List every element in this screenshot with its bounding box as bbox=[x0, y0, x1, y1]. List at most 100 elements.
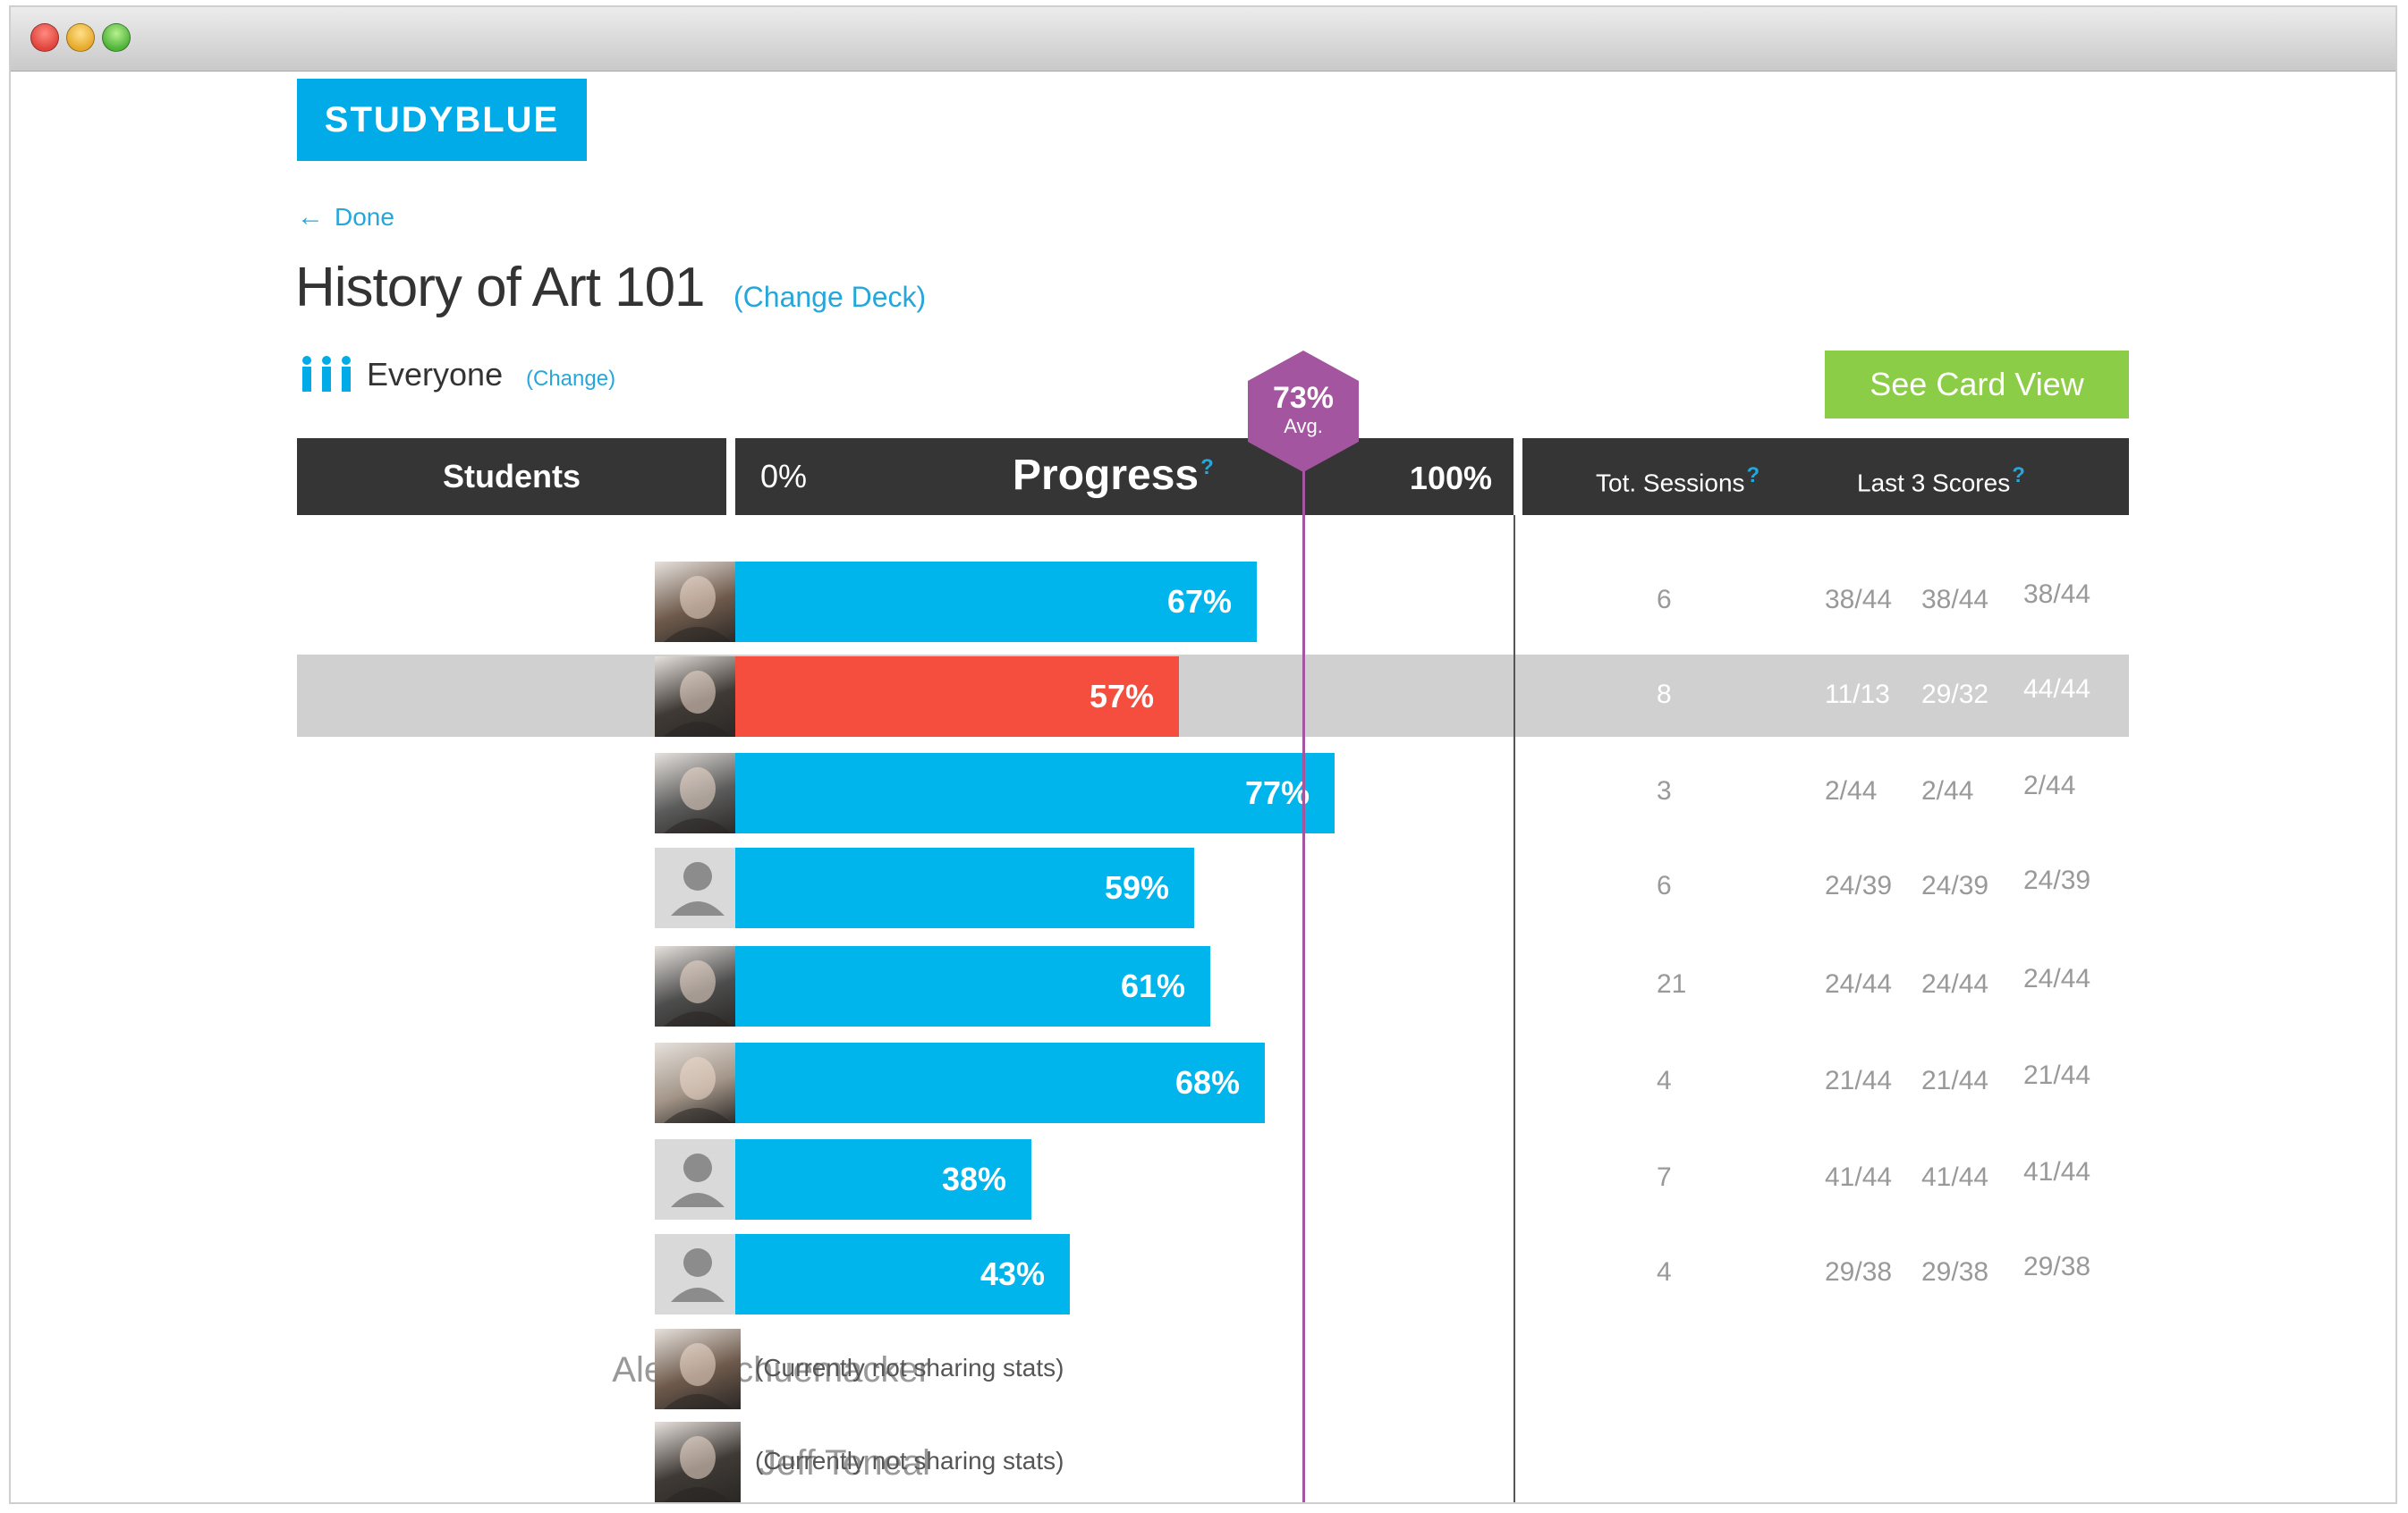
score-value: 11/13 bbox=[1825, 680, 1890, 709]
progress-bar[interactable]: 57% bbox=[735, 656, 1179, 737]
progress-help-icon[interactable]: ? bbox=[1200, 455, 1214, 479]
maximize-window-button[interactable] bbox=[102, 23, 131, 52]
done-link[interactable]: ← Done bbox=[297, 202, 394, 232]
total-sessions: 3 bbox=[1657, 776, 1672, 806]
total-sessions: 6 bbox=[1657, 585, 1672, 614]
deck-title: History of Art 101 bbox=[295, 257, 706, 318]
sessions-header-label: Tot. Sessions? bbox=[1596, 463, 1759, 497]
score-value: 2/44 bbox=[1921, 776, 1974, 806]
window-titlebar bbox=[11, 7, 2395, 72]
sessions-help-icon[interactable]: ? bbox=[1746, 463, 1760, 487]
progress-percent: 68% bbox=[1174, 1064, 1240, 1101]
progress-bar[interactable]: 67% bbox=[735, 562, 1257, 642]
progress-header-label: Progress? bbox=[1013, 451, 1214, 500]
score-value: 21/44 bbox=[2023, 1061, 2091, 1090]
progress-bar[interactable]: 59% bbox=[735, 848, 1194, 928]
score-value: 24/39 bbox=[2023, 866, 2091, 895]
progress-percent: 67% bbox=[1166, 583, 1232, 620]
progress-percent: 61% bbox=[1120, 968, 1185, 1004]
score-value: 38/44 bbox=[1921, 585, 1989, 614]
stats-column-header: Tot. Sessions? Last 3 Scores? bbox=[1522, 438, 2129, 515]
done-label: Done bbox=[335, 203, 394, 231]
arrow-left-icon: ← bbox=[297, 202, 324, 232]
change-group-link[interactable]: (Change) bbox=[526, 367, 616, 391]
progress-column-header: 0% Progress? 100% bbox=[735, 438, 1513, 515]
change-deck-link[interactable]: (Change Deck) bbox=[733, 281, 927, 313]
scores-help-icon[interactable]: ? bbox=[2012, 463, 2025, 487]
student-photo-avatar bbox=[655, 1422, 741, 1502]
average-marker: 73% Avg. bbox=[1248, 351, 1359, 472]
score-value: 24/44 bbox=[1825, 969, 1893, 999]
average-label: Avg. bbox=[1284, 415, 1323, 437]
score-value: 38/44 bbox=[1825, 585, 1893, 614]
score-value: 21/44 bbox=[1825, 1066, 1893, 1095]
progress-percent: 57% bbox=[1089, 678, 1154, 714]
score-value: 29/38 bbox=[1825, 1257, 1893, 1287]
student-name[interactable]: Jeff Teneal bbox=[758, 1443, 930, 1483]
student-photo-avatar bbox=[655, 1329, 741, 1409]
sessions-header-text: Tot. Sessions bbox=[1596, 469, 1745, 497]
score-value: 29/32 bbox=[1921, 680, 1989, 709]
score-value: 24/44 bbox=[2023, 964, 2091, 993]
score-value: 44/44 bbox=[2023, 674, 2091, 704]
student-photo-avatar bbox=[655, 1043, 741, 1123]
progress-bar[interactable]: 77% bbox=[735, 753, 1335, 833]
score-value: 38/44 bbox=[2023, 579, 2091, 609]
student-photo-avatar bbox=[655, 946, 741, 1027]
student-photo-avatar bbox=[655, 656, 741, 737]
score-value: 41/44 bbox=[1921, 1162, 1989, 1192]
close-window-button[interactable] bbox=[30, 23, 59, 52]
default-avatar-icon bbox=[655, 1234, 741, 1314]
score-value: 21/44 bbox=[1921, 1066, 1989, 1095]
not-sharing-notice: (Currently not sharing stats) bbox=[755, 1354, 1064, 1382]
score-value: 24/39 bbox=[1921, 871, 1989, 900]
student-row[interactable]: Jeff Teneal (Currently not sharing stats) bbox=[297, 1420, 2129, 1502]
score-value: 24/39 bbox=[1825, 871, 1893, 900]
score-value: 41/44 bbox=[2023, 1157, 2091, 1187]
scores-header-text: Last 3 Scores bbox=[1857, 469, 2011, 497]
progress-percent: 59% bbox=[1104, 869, 1169, 906]
total-sessions: 4 bbox=[1657, 1257, 1672, 1287]
progress-bar[interactable]: 38% bbox=[735, 1139, 1031, 1220]
student-photo-avatar bbox=[655, 753, 741, 833]
student-photo-avatar bbox=[655, 562, 741, 642]
score-value: 29/38 bbox=[1921, 1257, 1989, 1287]
group-label: Everyone bbox=[367, 356, 504, 393]
progress-header-text: Progress bbox=[1013, 452, 1200, 499]
progress-bar[interactable]: 43% bbox=[735, 1234, 1070, 1314]
progress-bar[interactable]: 68% bbox=[735, 1043, 1265, 1123]
average-line bbox=[1302, 456, 1305, 1502]
progress-bar[interactable]: 61% bbox=[735, 946, 1210, 1027]
progress-min-label: 0% bbox=[760, 458, 808, 494]
page-content: STUDYBLUE ← Done History of Art 101 (Cha… bbox=[11, 72, 2395, 1502]
studyblue-logo[interactable]: STUDYBLUE bbox=[297, 79, 587, 161]
student-row[interactable]: Alexa Schuemacker (Currently not sharing … bbox=[297, 1327, 2129, 1409]
default-avatar-icon bbox=[655, 848, 741, 928]
average-value: 73% bbox=[1272, 381, 1335, 415]
students-column-header: Students bbox=[297, 438, 726, 515]
score-value: 24/44 bbox=[1921, 969, 1989, 999]
total-sessions: 8 bbox=[1657, 680, 1672, 709]
people-group-icon bbox=[302, 356, 351, 392]
minimize-window-button[interactable] bbox=[66, 23, 95, 52]
student-row[interactable]: Jeff Davidson77%32/442/442/44 bbox=[297, 751, 2129, 833]
not-sharing-notice: (Currently not sharing stats) bbox=[755, 1447, 1064, 1475]
total-sessions: 7 bbox=[1657, 1162, 1672, 1192]
progress-percent: 38% bbox=[941, 1161, 1006, 1197]
score-value: 41/44 bbox=[1825, 1162, 1893, 1192]
default-avatar-icon bbox=[655, 1139, 741, 1220]
scores-header-label: Last 3 Scores? bbox=[1857, 463, 2025, 497]
students-header-label: Students bbox=[442, 458, 581, 494]
total-sessions: 6 bbox=[1657, 871, 1672, 900]
progress-max-label: 100% bbox=[1409, 460, 1492, 496]
total-sessions: 4 bbox=[1657, 1066, 1672, 1095]
see-card-view-button[interactable]: See Card View bbox=[1825, 351, 2129, 418]
score-value: 2/44 bbox=[1825, 776, 1878, 806]
